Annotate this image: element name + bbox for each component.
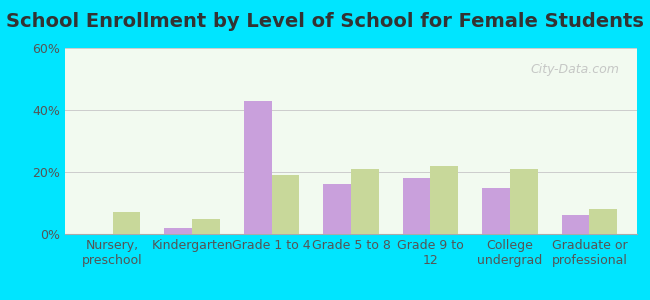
Bar (430, 166, 458, 234)
Bar (272, 175, 300, 234)
Bar (590, 209, 617, 234)
Bar (323, 184, 351, 234)
Bar (192, 218, 220, 234)
Bar (482, 188, 510, 234)
Bar (112, 212, 140, 234)
Text: School Enrollment by Level of School for Female Students: School Enrollment by Level of School for… (6, 12, 644, 31)
Bar (244, 101, 272, 234)
Bar (562, 215, 590, 234)
Bar (402, 178, 430, 234)
Bar (351, 169, 379, 234)
Bar (164, 228, 192, 234)
Bar (510, 169, 538, 234)
Text: City-Data.com: City-Data.com (531, 63, 620, 76)
